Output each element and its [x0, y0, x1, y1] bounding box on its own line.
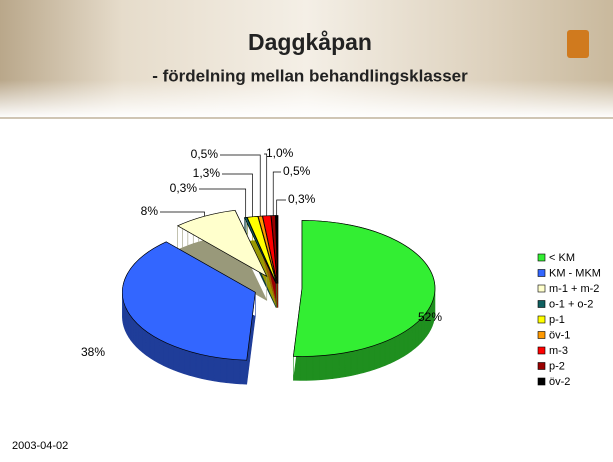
legend-label: KM - MKM — [549, 267, 601, 279]
data-label: 8% — [141, 204, 159, 218]
data-label: 0,5% — [283, 164, 311, 178]
chart-subtitle: - fördelning mellan behandlingsklasser — [152, 66, 468, 85]
slide: Daggkåpan - fördelning mellan behandling… — [0, 0, 613, 462]
legend-label: < KM — [549, 252, 575, 264]
leader-line — [277, 200, 286, 216]
leader-line — [220, 155, 260, 216]
leader-line — [273, 172, 281, 216]
legend-swatch — [538, 363, 545, 370]
legend-label: o-1 + o-2 — [549, 298, 593, 310]
leader-line — [222, 174, 252, 217]
leader-line — [160, 212, 205, 216]
legend-label: öv-2 — [549, 376, 570, 388]
legend-swatch — [538, 316, 545, 323]
data-label: 52% — [418, 310, 442, 324]
chart-title: Daggkåpan — [248, 29, 372, 55]
legend: < KM KM - MKM m-1 + m-2 o-1 + o-2 p-1 öv-1 m-3… — [538, 252, 601, 388]
data-label: 38% — [81, 345, 105, 359]
legend-label: p-2 — [549, 360, 565, 372]
data-label: 0,3% — [288, 192, 316, 206]
legend-label: öv-1 — [549, 329, 570, 341]
logo — [567, 30, 589, 58]
legend-swatch — [538, 301, 545, 308]
date: 2003-04-02 — [12, 440, 68, 452]
legend-swatch — [538, 347, 545, 354]
legend-label: m-1 + m-2 — [549, 283, 599, 295]
pie: 52%38%8%0,3%1,3%0,5%1,0%0,5%0,3% — [81, 146, 442, 384]
legend-swatch — [538, 285, 545, 292]
data-label: 0,3% — [170, 181, 198, 195]
legend-swatch — [538, 254, 545, 261]
legend-label: p-1 — [549, 314, 565, 326]
legend-swatch — [538, 332, 545, 339]
legend-label: m-3 — [549, 345, 568, 357]
leader-line — [264, 154, 267, 216]
legend-swatch — [538, 270, 545, 277]
legend-swatch — [538, 378, 545, 385]
data-label: 1,0% — [266, 146, 294, 160]
header-fade — [0, 80, 613, 118]
data-label: 0,5% — [191, 147, 219, 161]
data-label: 1,3% — [193, 166, 221, 180]
